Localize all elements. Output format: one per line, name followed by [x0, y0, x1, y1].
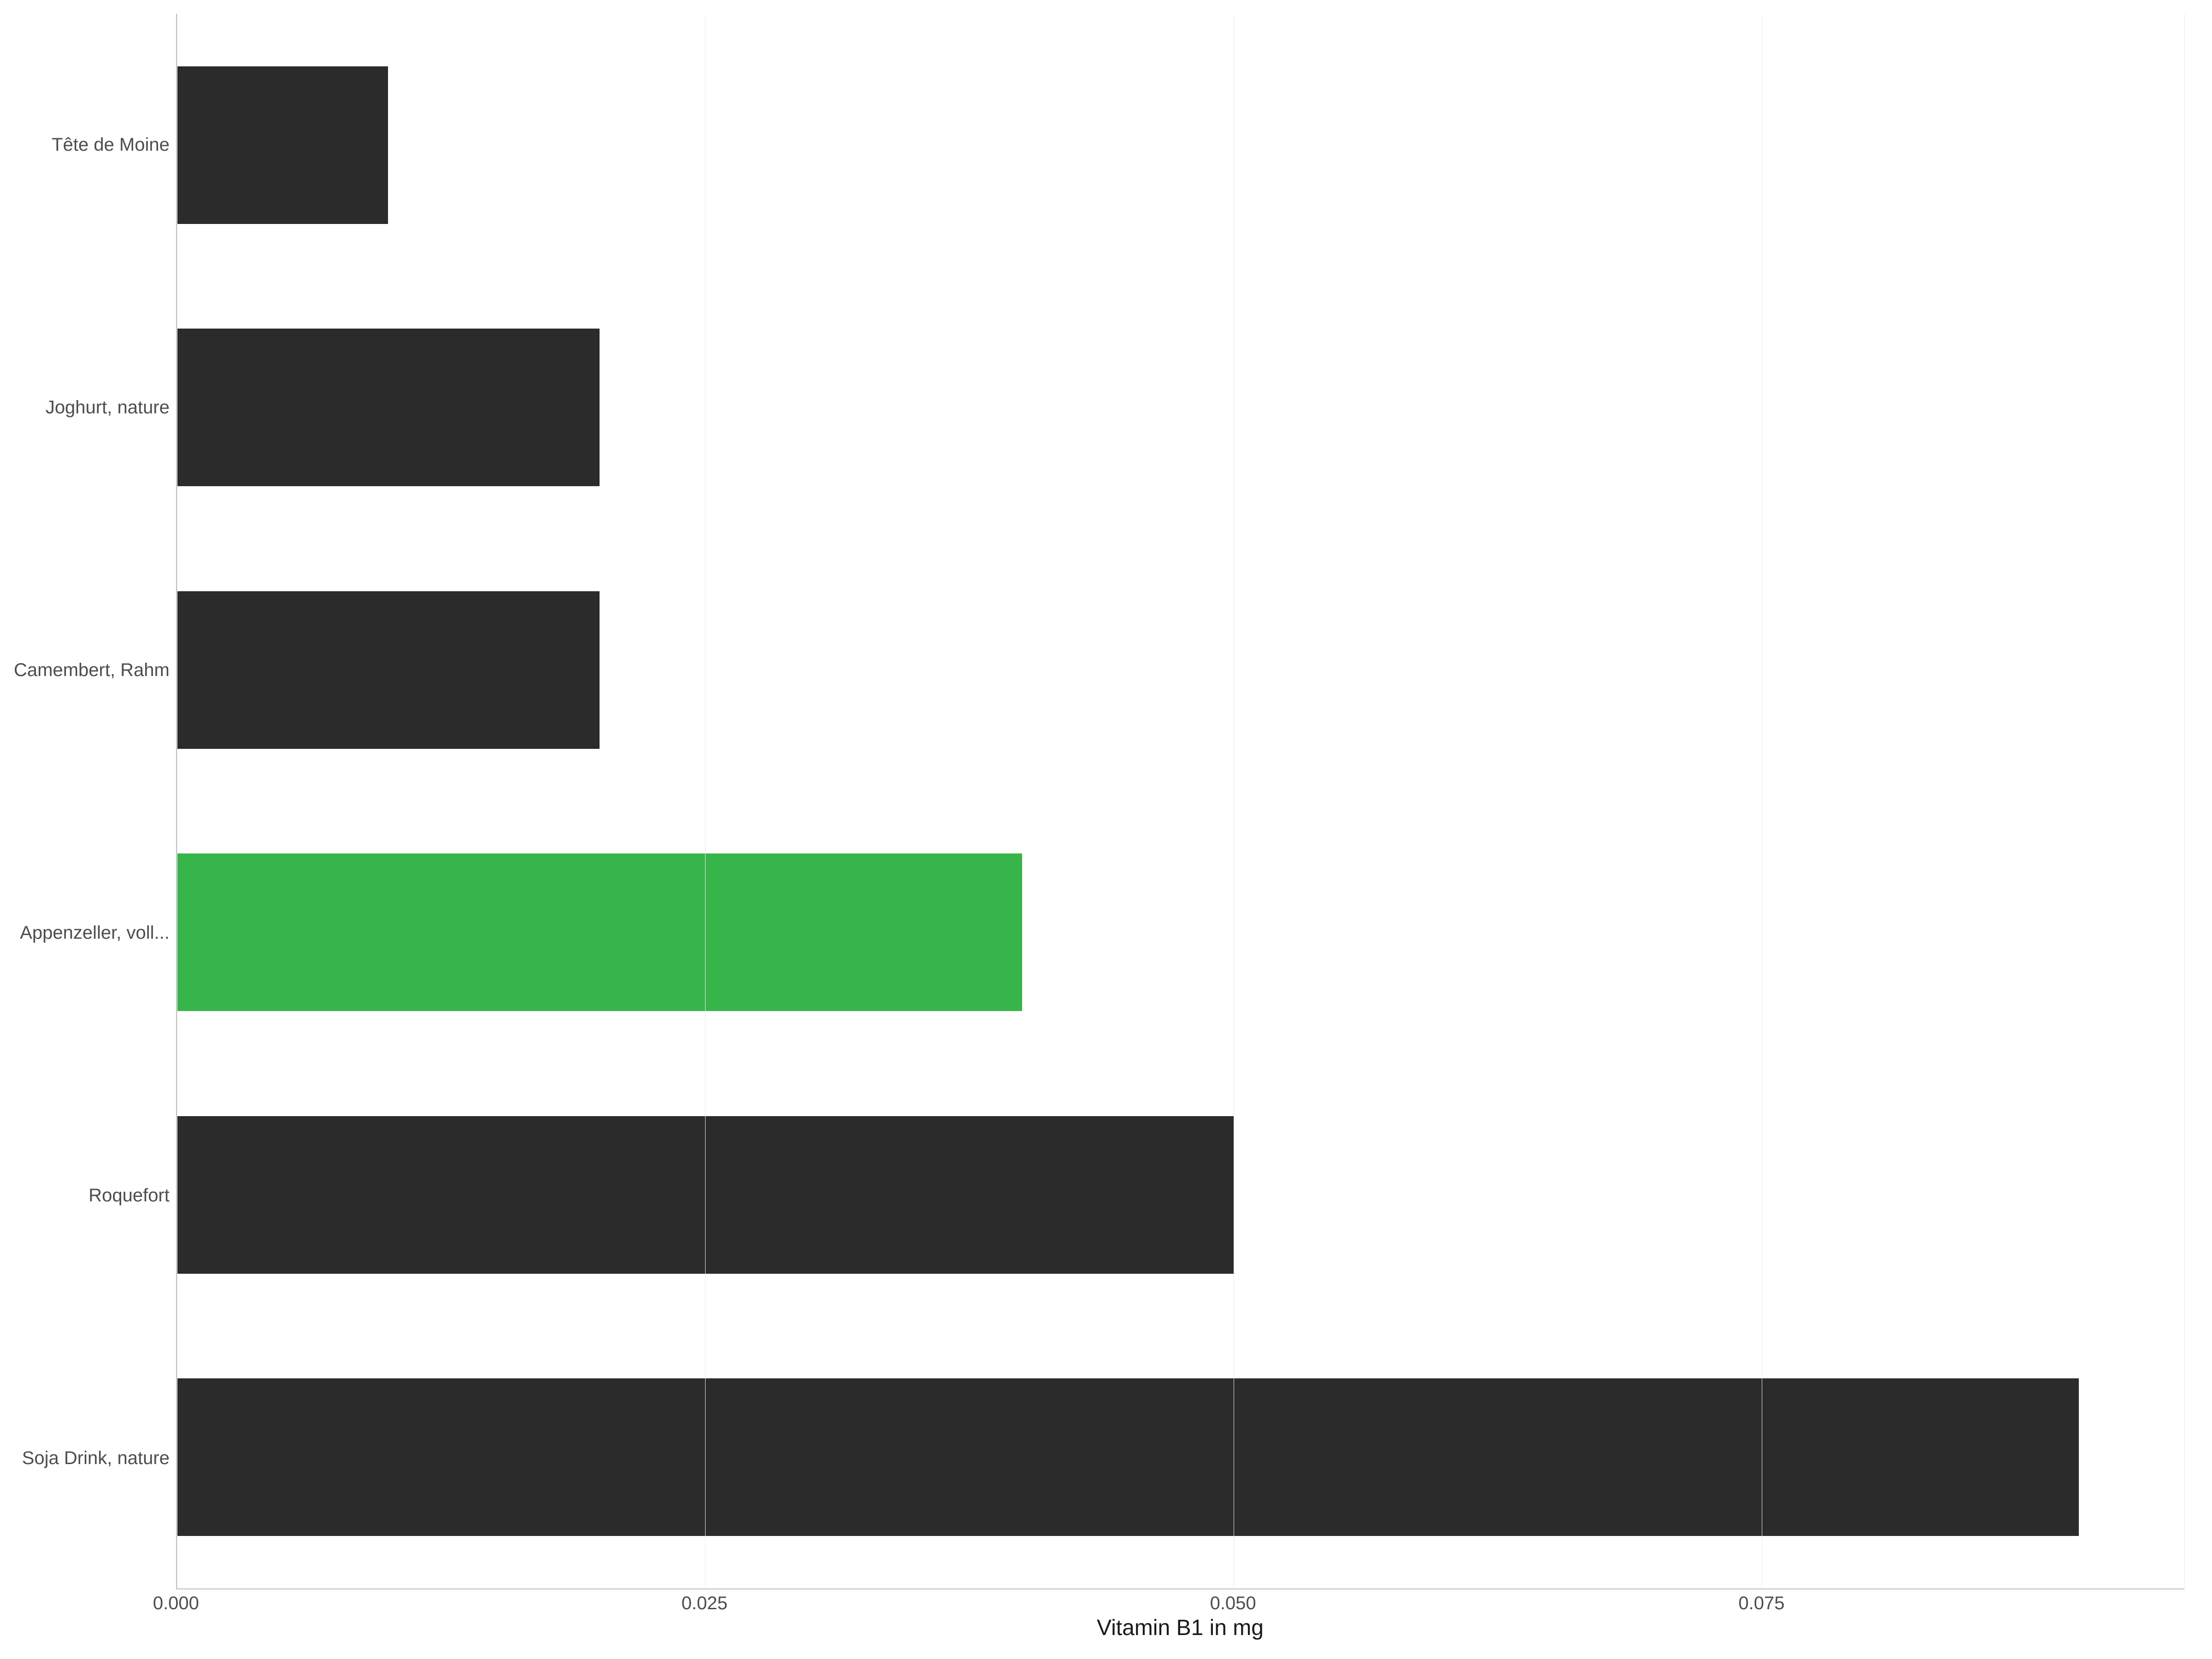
y-axis-label: Tête de Moine — [52, 135, 170, 155]
gridline — [2184, 14, 2185, 1588]
bar-row — [177, 1064, 2184, 1326]
bar-row — [177, 1326, 2184, 1588]
plot-area — [176, 14, 2184, 1589]
bars-container — [177, 14, 2184, 1588]
bar-row — [177, 276, 2184, 539]
y-axis-label: Joghurt, nature — [46, 397, 170, 418]
y-axis-label: Appenzeller, voll... — [20, 923, 170, 943]
gridline — [705, 14, 706, 1588]
x-axis-tick-label: 0.075 — [1738, 1593, 1784, 1614]
bar-row — [177, 14, 2184, 276]
bar — [177, 66, 388, 224]
x-axis-ticks-row: 0.000 0.025 0.050 0.075 — [14, 1589, 2184, 1612]
y-axis-labels: Tête de Moine Joghurt, nature Camembert, R… — [14, 14, 176, 1589]
x-axis-tick-label: 0.050 — [1210, 1593, 1256, 1614]
vitamin-b1-bar-chart: Tête de Moine Joghurt, nature Camembert, R… — [0, 0, 2212, 1659]
x-axis-title-row: Vitamin B1 in mg — [14, 1612, 2184, 1641]
x-spacer — [14, 1589, 176, 1612]
y-axis-label: Camembert, Rahm — [14, 660, 170, 681]
bar-row — [177, 539, 2184, 801]
bar — [177, 329, 600, 486]
x-spacer — [14, 1612, 176, 1641]
x-axis-title: Vitamin B1 in mg — [176, 1612, 2184, 1641]
bar — [177, 853, 1022, 1011]
x-axis-tick-label: 0.025 — [682, 1593, 728, 1614]
bar — [177, 591, 600, 749]
bar-row — [177, 801, 2184, 1064]
y-axis-label: Roquefort — [88, 1185, 170, 1206]
chart-body: Tête de Moine Joghurt, nature Camembert, R… — [14, 14, 2184, 1589]
bar — [177, 1378, 2079, 1536]
x-axis-tick-labels: 0.0000.0250.0500.075 — [176, 1589, 2184, 1612]
y-axis-label: Soja Drink, nature — [22, 1448, 170, 1469]
x-axis-tick-label: 0.000 — [153, 1593, 199, 1614]
